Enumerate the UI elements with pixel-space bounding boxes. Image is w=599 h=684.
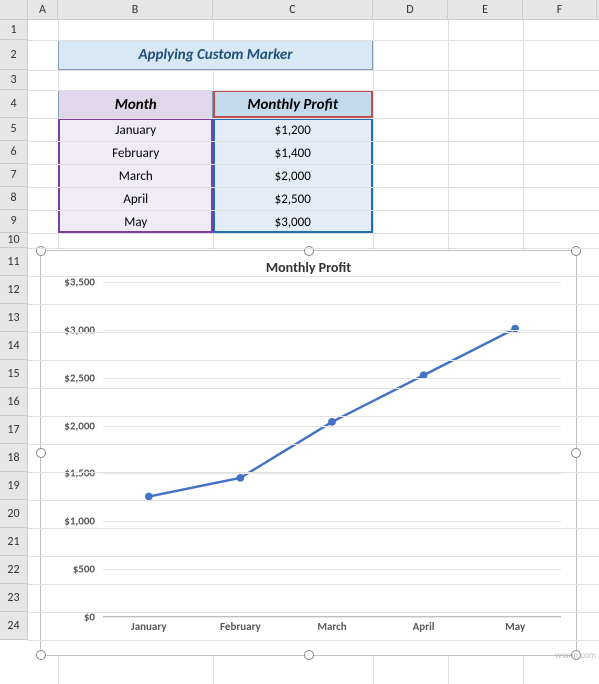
table-cell[interactable]: May xyxy=(59,211,213,234)
row-header-4[interactable]: 4 xyxy=(0,90,28,118)
row-header-24[interactable]: 24 xyxy=(0,612,28,640)
col-header-A[interactable]: A xyxy=(28,0,58,19)
table-cell[interactable]: February xyxy=(59,142,213,165)
spreadsheet: A B C D E F Applying Custom Marker Month… xyxy=(0,0,599,20)
row-header-15[interactable]: 15 xyxy=(0,360,28,388)
table-cell[interactable]: $1,400 xyxy=(213,142,373,165)
resize-handle[interactable] xyxy=(36,650,46,660)
row-header-11[interactable]: 11 xyxy=(0,248,28,276)
row-header-5[interactable]: 5 xyxy=(0,118,28,141)
row-header-13[interactable]: 13 xyxy=(0,304,28,332)
row-header-17[interactable]: 17 xyxy=(0,416,28,444)
row-header-6[interactable]: 6 xyxy=(0,141,28,164)
resize-handle[interactable] xyxy=(304,650,314,660)
row-header-8[interactable]: 8 xyxy=(0,187,28,210)
row-header-3[interactable]: 3 xyxy=(0,70,28,90)
resize-handle[interactable] xyxy=(571,448,581,458)
chart-plot[interactable]: $0$500$1,000$1,500$2,000$2,500$3,000$3,5… xyxy=(51,282,566,642)
row-header-20[interactable]: 20 xyxy=(0,500,28,528)
row-header-1[interactable]: 1 xyxy=(0,20,28,40)
row-header-10[interactable]: 10 xyxy=(0,233,28,248)
data-table[interactable]: Month Monthly Profit January$1,200 Febru… xyxy=(58,90,373,234)
column-headers: A B C D E F xyxy=(0,0,599,20)
col-header-D[interactable]: D xyxy=(373,0,448,19)
col-header-B[interactable]: B xyxy=(58,0,213,19)
table-header-month[interactable]: Month xyxy=(59,91,213,119)
row-header-19[interactable]: 19 xyxy=(0,472,28,500)
row-header-21[interactable]: 21 xyxy=(0,528,28,556)
row-header-7[interactable]: 7 xyxy=(0,164,28,187)
col-header-E[interactable]: E xyxy=(448,0,523,19)
table-cell[interactable]: $1,200 xyxy=(213,119,373,142)
watermark: wsxdn.com xyxy=(555,650,596,661)
table-cell[interactable]: January xyxy=(59,119,213,142)
select-all-corner[interactable] xyxy=(0,0,28,19)
row-header-18[interactable]: 18 xyxy=(0,444,28,472)
title-cell[interactable]: Applying Custom Marker xyxy=(58,40,373,70)
col-header-C[interactable]: C xyxy=(213,0,373,19)
row-header-12[interactable]: 12 xyxy=(0,276,28,304)
col-header-F[interactable]: F xyxy=(523,0,597,19)
row-header-16[interactable]: 16 xyxy=(0,388,28,416)
line-series xyxy=(103,282,561,608)
row-header-9[interactable]: 9 xyxy=(0,210,28,233)
table-header-profit[interactable]: Monthly Profit xyxy=(213,91,373,119)
table-cell[interactable]: $2,500 xyxy=(213,188,373,211)
resize-handle[interactable] xyxy=(36,448,46,458)
table-cell[interactable]: $3,000 xyxy=(213,211,373,234)
row-header-2[interactable]: 2 xyxy=(0,40,28,70)
table-cell[interactable]: April xyxy=(59,188,213,211)
table-cell[interactable]: March xyxy=(59,165,213,188)
row-header-22[interactable]: 22 xyxy=(0,556,28,584)
row-header-14[interactable]: 14 xyxy=(0,332,28,360)
table-cell[interactable]: $2,000 xyxy=(213,165,373,188)
chart-object[interactable]: Monthly Profit $0$500$1,000$1,500$2,000$… xyxy=(40,250,577,656)
x-axis-labels: JanuaryFebruaryMarchAprilMay xyxy=(103,620,561,642)
row-header-23[interactable]: 23 xyxy=(0,584,28,612)
